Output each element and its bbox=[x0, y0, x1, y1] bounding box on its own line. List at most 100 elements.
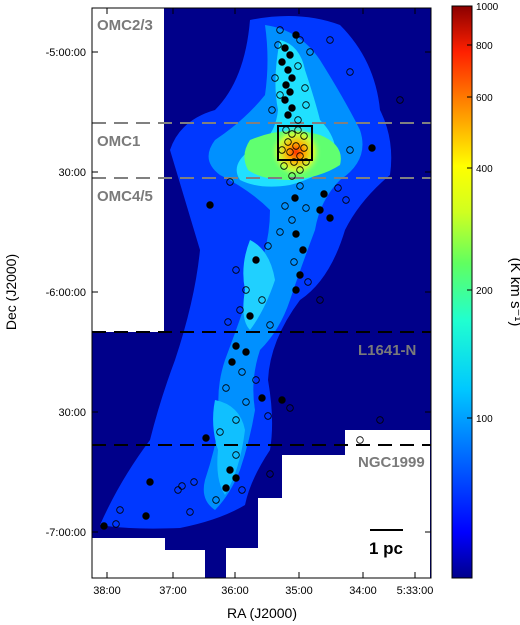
source-open-marker bbox=[236, 306, 244, 314]
source-open-marker bbox=[300, 144, 308, 152]
source-filled-marker bbox=[284, 111, 292, 119]
source-open-marker bbox=[242, 286, 250, 294]
x-tick-6: 5:33:00 bbox=[397, 585, 434, 597]
source-open-marker bbox=[306, 48, 314, 56]
source-open-marker bbox=[294, 126, 302, 134]
region-label-omc23: OMC2/3 bbox=[97, 17, 153, 34]
source-filled-marker bbox=[258, 394, 266, 402]
source-open-marker bbox=[290, 258, 298, 266]
source-open-marker bbox=[296, 182, 304, 190]
source-open-marker bbox=[190, 478, 198, 486]
source-open-marker bbox=[232, 416, 240, 424]
source-open-marker bbox=[276, 91, 284, 99]
colorbar-label: (K km s⁻¹) bbox=[507, 258, 520, 327]
source-open-marker bbox=[346, 68, 354, 76]
source-open-marker bbox=[288, 130, 296, 138]
source-open-marker bbox=[294, 116, 302, 124]
source-filled-marker bbox=[142, 512, 150, 520]
map-frame bbox=[91, 7, 432, 579]
source-open-marker bbox=[252, 376, 260, 384]
source-filled-marker bbox=[299, 246, 307, 254]
source-filled-marker bbox=[278, 58, 286, 66]
source-open-marker bbox=[276, 26, 284, 34]
source-open-marker bbox=[290, 158, 298, 166]
source-filled-marker bbox=[146, 478, 154, 486]
source-open-marker bbox=[296, 152, 304, 160]
source-open-marker bbox=[186, 508, 194, 516]
source-open-marker bbox=[212, 496, 220, 504]
omc1-box bbox=[277, 125, 313, 161]
colorbar-tick-100: 100 bbox=[476, 414, 493, 425]
y-tick-4: 30:00 bbox=[58, 407, 86, 419]
source-filled-marker bbox=[284, 66, 292, 74]
source-open-marker bbox=[276, 228, 284, 236]
omc1-hotspot bbox=[270, 126, 322, 178]
source-filled-marker bbox=[326, 214, 334, 222]
colorbar-tick-1000: 1000 bbox=[476, 2, 499, 13]
source-open-marker bbox=[278, 146, 286, 154]
source-open-marker bbox=[288, 216, 296, 224]
source-open-marker bbox=[288, 172, 296, 180]
source-open-marker bbox=[342, 196, 350, 204]
source-filled-marker bbox=[288, 104, 296, 112]
source-filled-marker bbox=[296, 271, 304, 279]
source-open-marker bbox=[112, 520, 120, 528]
source-filled-marker bbox=[316, 206, 324, 214]
colorbar-tick-200: 200 bbox=[476, 286, 493, 297]
source-markers bbox=[100, 26, 404, 530]
source-open-marker bbox=[274, 41, 282, 49]
source-open-marker bbox=[266, 321, 274, 329]
scale-bar-label: 1 pc bbox=[369, 539, 403, 558]
source-filled-marker bbox=[278, 396, 286, 404]
x-axis-label: RA (J2000) bbox=[227, 605, 297, 621]
source-open-marker bbox=[302, 204, 310, 212]
source-open-marker bbox=[334, 184, 342, 192]
source-open-marker bbox=[178, 482, 186, 490]
source-filled-marker bbox=[286, 88, 294, 96]
x-axis-ticks bbox=[106, 8, 416, 578]
source-open-marker bbox=[238, 368, 246, 376]
source-filled-marker bbox=[291, 194, 299, 202]
source-filled-marker bbox=[100, 522, 108, 530]
colorbar bbox=[451, 5, 473, 579]
source-open-marker bbox=[216, 428, 224, 436]
colorbar-tick-400: 400 bbox=[476, 164, 493, 175]
region-label-l1641n: L1641-N bbox=[358, 342, 416, 359]
source-filled-marker bbox=[232, 474, 240, 482]
source-open-marker bbox=[222, 384, 230, 392]
source-open-marker bbox=[304, 278, 312, 286]
source-filled-marker bbox=[281, 44, 289, 52]
region-label-omc1: OMC1 bbox=[97, 133, 140, 150]
source-filled-marker bbox=[282, 81, 290, 89]
source-filled-marker bbox=[242, 348, 250, 356]
source-filled-marker bbox=[252, 256, 260, 264]
source-filled-marker bbox=[286, 51, 294, 59]
source-open-marker bbox=[258, 296, 266, 304]
source-open-marker bbox=[292, 142, 300, 150]
y-tick-3: -6:00:00 bbox=[46, 287, 86, 299]
source-filled-marker bbox=[292, 31, 300, 39]
source-filled-marker bbox=[226, 466, 234, 474]
source-open-marker bbox=[266, 470, 274, 478]
source-filled-marker bbox=[292, 230, 300, 238]
source-filled-marker bbox=[222, 484, 230, 492]
x-tick-2: 37:00 bbox=[159, 585, 187, 597]
colorbar-ticks bbox=[467, 5, 472, 419]
source-filled-marker bbox=[368, 144, 376, 152]
source-open-marker bbox=[271, 74, 279, 82]
source-open-marker bbox=[286, 404, 294, 412]
source-open-marker bbox=[116, 506, 124, 514]
source-filled-marker bbox=[292, 286, 300, 294]
source-open-marker bbox=[264, 242, 272, 250]
source-open-marker bbox=[296, 36, 304, 44]
source-open-marker bbox=[346, 146, 354, 154]
source-open-marker bbox=[302, 158, 310, 166]
source-open-marker bbox=[286, 148, 294, 156]
source-open-marker bbox=[326, 36, 334, 44]
source-open-marker bbox=[376, 416, 384, 424]
source-filled-marker bbox=[202, 434, 210, 442]
y-axis-label: Dec (J2000) bbox=[3, 254, 19, 330]
y-tick-2: 30:00 bbox=[58, 167, 86, 179]
region-label-ngc1999: NGC1999 bbox=[358, 454, 425, 471]
